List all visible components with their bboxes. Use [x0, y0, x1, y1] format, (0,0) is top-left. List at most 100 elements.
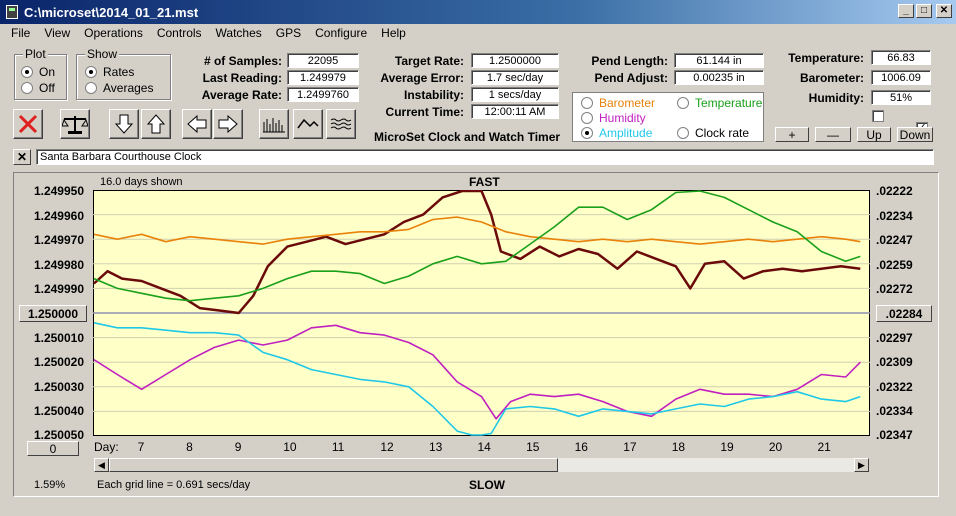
x-axis-label: Day: [94, 440, 119, 454]
menu-operations[interactable]: Operations [84, 26, 143, 40]
left-axis-tick: 1.250010 [33, 331, 84, 345]
instability-value: 1 secs/day [471, 87, 559, 102]
arrow-right-button[interactable] [213, 109, 243, 139]
series-line [93, 216, 861, 245]
series-clock-rate-label: Clock rate [695, 126, 750, 140]
option-checkbox-1[interactable] [872, 110, 884, 122]
average-error-label: Average Error: [380, 71, 464, 85]
series-temperature-label: Temperature [695, 96, 763, 110]
bars-view-button[interactable] [259, 109, 289, 139]
left-axis-tick: 1.249970 [33, 233, 84, 247]
radio-dot [581, 127, 593, 139]
scale-minus-button[interactable]: — [815, 127, 851, 142]
x-axis-tick: 20 [768, 440, 783, 454]
ripple-icon [330, 118, 352, 130]
fast-label: FAST [469, 175, 500, 189]
menu-help[interactable]: Help [381, 26, 406, 40]
arrow-down-button[interactable] [109, 109, 139, 139]
radio-dot [581, 112, 593, 124]
plot-group: Plot On Off [14, 47, 67, 100]
menu-bar: File View Operations Controls Watches GP… [0, 24, 956, 42]
arrow-left-icon [187, 114, 207, 134]
left-axis-tick: 1.250030 [33, 380, 84, 394]
right-axis-tick: .02347 [876, 428, 913, 442]
chart-scrollbar[interactable]: ◀ ▶ [93, 457, 870, 473]
menu-configure[interactable]: Configure [315, 26, 368, 40]
watch-name-input[interactable]: Santa Barbara Courthouse Clock [36, 149, 934, 165]
plot-on-label: On [39, 65, 56, 79]
plot-group-title: Plot [23, 47, 48, 61]
days-shown-label: 16.0 days shown [100, 176, 183, 188]
right-center-button[interactable]: .02284 [876, 305, 932, 322]
minimize-button[interactable]: _ [898, 4, 914, 18]
day-box[interactable]: 0 [27, 441, 79, 456]
close-button[interactable]: ✕ [936, 4, 952, 18]
arrow-up-icon [146, 114, 166, 134]
maximize-button[interactable]: □ [916, 4, 932, 18]
series-temperature-radio[interactable]: Temperature [677, 95, 762, 111]
x-axis-tick: 14 [477, 440, 491, 454]
scale-plus-button[interactable]: + [775, 127, 809, 142]
menu-controls[interactable]: Controls [156, 26, 202, 40]
menu-watches[interactable]: Watches [215, 26, 262, 40]
clear-watch-button[interactable]: ✕ [13, 149, 31, 165]
right-axis-tick: .02222 [876, 184, 913, 198]
arrow-up-button[interactable] [141, 109, 171, 139]
menu-view[interactable]: View [44, 26, 71, 40]
plot-off-label: Off [39, 81, 55, 95]
scroll-down-button[interactable]: Down [897, 127, 933, 142]
temperature-value: 66.83 [871, 50, 931, 65]
plot-off-radio[interactable]: Off [21, 80, 55, 96]
ripple-view-button[interactable] [326, 109, 356, 139]
series-clock-rate-radio[interactable]: Clock rate [677, 125, 749, 141]
plot-on-radio[interactable]: On [21, 64, 55, 80]
series-line [93, 190, 861, 315]
x-axis-tick: 16 [574, 440, 588, 454]
samples-label: # of Samples: [203, 54, 282, 68]
series-barometer-radio[interactable]: Barometer [581, 95, 655, 111]
series-humidity-radio[interactable]: Humidity [581, 110, 646, 126]
average-rate-value: 1.2499760 [287, 87, 359, 102]
wave-icon [297, 118, 319, 129]
balance-icon [62, 116, 88, 134]
x-axis-tick: 15 [526, 440, 540, 454]
barometer-value: 1006.09 [871, 70, 931, 85]
x-axis-tick: 18 [671, 440, 686, 454]
stop-button[interactable] [13, 109, 43, 139]
average-error-value: 1.7 sec/day [471, 70, 559, 85]
menu-file[interactable]: File [11, 26, 31, 40]
radio-dot [21, 82, 33, 94]
arrow-right-icon [218, 114, 238, 134]
scroll-left-button[interactable]: ◀ [94, 458, 109, 472]
left-center-button[interactable]: 1.250000 [19, 305, 87, 322]
bars-icon [263, 118, 285, 133]
scroll-right-button[interactable]: ▶ [854, 458, 869, 472]
wave-view-button[interactable] [293, 109, 323, 139]
series-line [93, 324, 861, 420]
scroll-up-button[interactable]: Up [857, 127, 891, 142]
target-rate-label: Target Rate: [394, 54, 464, 68]
right-axis-tick: .02234 [876, 209, 913, 223]
app-icon [6, 5, 18, 19]
x-axis-tick: 11 [331, 440, 345, 454]
menu-gps[interactable]: GPS [275, 26, 302, 40]
series-amplitude-radio[interactable]: Amplitude [581, 125, 652, 141]
pend-length-value[interactable]: 61.144 in [674, 53, 764, 68]
radio-dot [677, 97, 689, 109]
x-axis-tick: 12 [380, 440, 394, 454]
average-rate-label: Average Rate: [201, 88, 282, 102]
x-axis-tick: 13 [428, 440, 443, 454]
right-axis-tick: .02322 [876, 380, 913, 394]
balance-button[interactable] [60, 109, 90, 139]
target-rate-value[interactable]: 1.2500000 [471, 53, 559, 68]
show-rates-radio[interactable]: Rates [85, 64, 134, 80]
temperature-label: Temperature: [788, 51, 864, 65]
humidity-label: Humidity: [808, 91, 864, 105]
show-averages-radio[interactable]: Averages [85, 80, 153, 96]
radio-dot [581, 97, 593, 109]
current-time-label: Current Time: [385, 105, 464, 119]
arrow-left-button[interactable] [182, 109, 212, 139]
series-amplitude-label: Amplitude [599, 126, 653, 140]
samples-value: 22095 [287, 53, 359, 68]
scrollbar-thumb[interactable] [109, 458, 558, 472]
